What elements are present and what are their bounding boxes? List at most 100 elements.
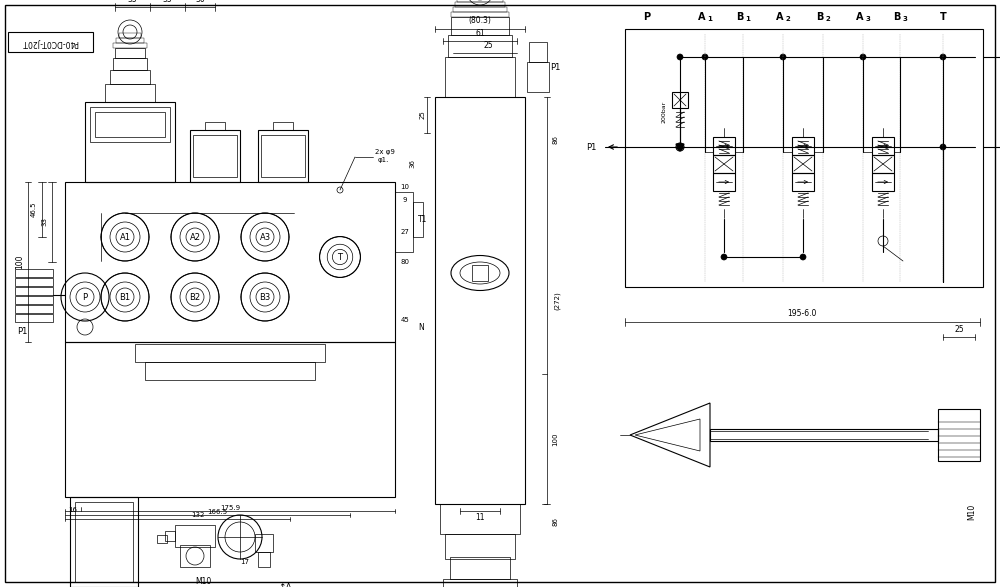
Bar — [453, 7, 507, 12]
Bar — [255, 534, 273, 552]
Text: 2x φ9: 2x φ9 — [375, 149, 395, 155]
Bar — [448, 35, 512, 57]
Text: (272): (272) — [554, 291, 560, 310]
Circle shape — [721, 254, 727, 260]
Text: 30: 30 — [195, 0, 205, 5]
Bar — [445, 57, 515, 97]
Bar — [872, 155, 894, 173]
Bar — [435, 97, 525, 504]
Bar — [116, 38, 144, 43]
Text: 16: 16 — [68, 507, 78, 513]
Text: B: B — [893, 12, 901, 22]
Bar — [527, 62, 549, 92]
Text: T: T — [338, 252, 342, 261]
Text: 200bar: 200bar — [662, 101, 666, 123]
Bar — [713, 137, 735, 155]
Text: 36: 36 — [409, 160, 415, 168]
Bar — [113, 43, 147, 48]
Bar — [710, 429, 938, 441]
Text: M10: M10 — [968, 504, 976, 520]
Bar — [110, 70, 150, 84]
Text: N: N — [418, 322, 424, 332]
Bar — [261, 135, 305, 177]
Bar — [457, 0, 503, 2]
Text: 100: 100 — [16, 255, 24, 269]
Bar — [15, 278, 53, 286]
Bar — [165, 531, 175, 541]
Bar — [175, 525, 215, 547]
Bar — [672, 92, 688, 108]
Bar — [85, 102, 175, 182]
Text: M10: M10 — [195, 578, 211, 586]
Text: 175.9: 175.9 — [220, 505, 240, 511]
Bar — [95, 112, 165, 137]
Bar — [145, 362, 315, 380]
Text: P: P — [82, 292, 88, 302]
Circle shape — [677, 144, 683, 150]
Bar — [445, 534, 515, 559]
Circle shape — [677, 54, 683, 60]
Text: φ1.: φ1. — [377, 157, 389, 163]
Text: ↑A: ↑A — [278, 582, 292, 587]
Text: P1: P1 — [17, 328, 27, 336]
Bar — [529, 42, 547, 62]
Bar — [713, 173, 735, 191]
Bar — [8, 32, 93, 52]
Text: 46.5: 46.5 — [31, 201, 37, 217]
Text: 10: 10 — [400, 184, 410, 190]
Bar — [713, 155, 735, 173]
Bar — [135, 344, 325, 362]
Bar — [451, 17, 509, 35]
Bar — [938, 409, 980, 461]
Text: 35: 35 — [128, 0, 137, 5]
Text: 25: 25 — [954, 326, 964, 335]
Text: A: A — [776, 12, 784, 22]
Text: 86: 86 — [552, 136, 558, 144]
Text: 2: 2 — [826, 16, 830, 22]
Bar — [15, 314, 53, 322]
Text: A: A — [856, 12, 864, 22]
Text: 11: 11 — [475, 512, 485, 521]
Bar — [395, 192, 413, 252]
Text: B: B — [816, 12, 824, 22]
Circle shape — [940, 144, 946, 150]
Bar — [413, 202, 423, 237]
Text: P: P — [643, 12, 651, 22]
Bar — [70, 497, 138, 587]
Text: 86: 86 — [552, 517, 558, 525]
Text: P1: P1 — [550, 62, 560, 72]
Text: 1: 1 — [708, 16, 712, 22]
Text: 33: 33 — [41, 218, 47, 227]
Bar — [792, 155, 814, 173]
Text: 3: 3 — [866, 16, 870, 22]
Text: 132: 132 — [191, 512, 204, 518]
Text: P40-DC0T-J20T: P40-DC0T-J20T — [22, 38, 78, 46]
Circle shape — [940, 54, 946, 60]
Text: 195-6.0: 195-6.0 — [787, 309, 817, 319]
Bar — [872, 137, 894, 155]
Text: A3: A3 — [259, 232, 271, 241]
Bar — [450, 557, 510, 579]
Bar — [193, 135, 237, 177]
Text: 25: 25 — [483, 42, 493, 50]
Bar — [15, 296, 53, 304]
Text: 45: 45 — [401, 317, 409, 323]
Bar — [443, 579, 517, 587]
Text: A: A — [698, 12, 706, 22]
Bar — [115, 48, 145, 58]
Text: T: T — [940, 12, 946, 22]
Text: 80: 80 — [400, 259, 410, 265]
Bar — [157, 535, 167, 543]
Bar — [625, 29, 983, 287]
Bar — [440, 504, 520, 534]
Text: B1: B1 — [119, 292, 131, 302]
Text: P1: P1 — [586, 143, 596, 151]
Text: 9: 9 — [403, 197, 407, 203]
Text: 61: 61 — [475, 29, 485, 39]
Bar — [180, 545, 210, 567]
Text: B2: B2 — [189, 292, 201, 302]
Bar — [258, 552, 270, 567]
Bar — [258, 130, 308, 182]
Bar — [65, 182, 395, 342]
Polygon shape — [676, 144, 684, 151]
